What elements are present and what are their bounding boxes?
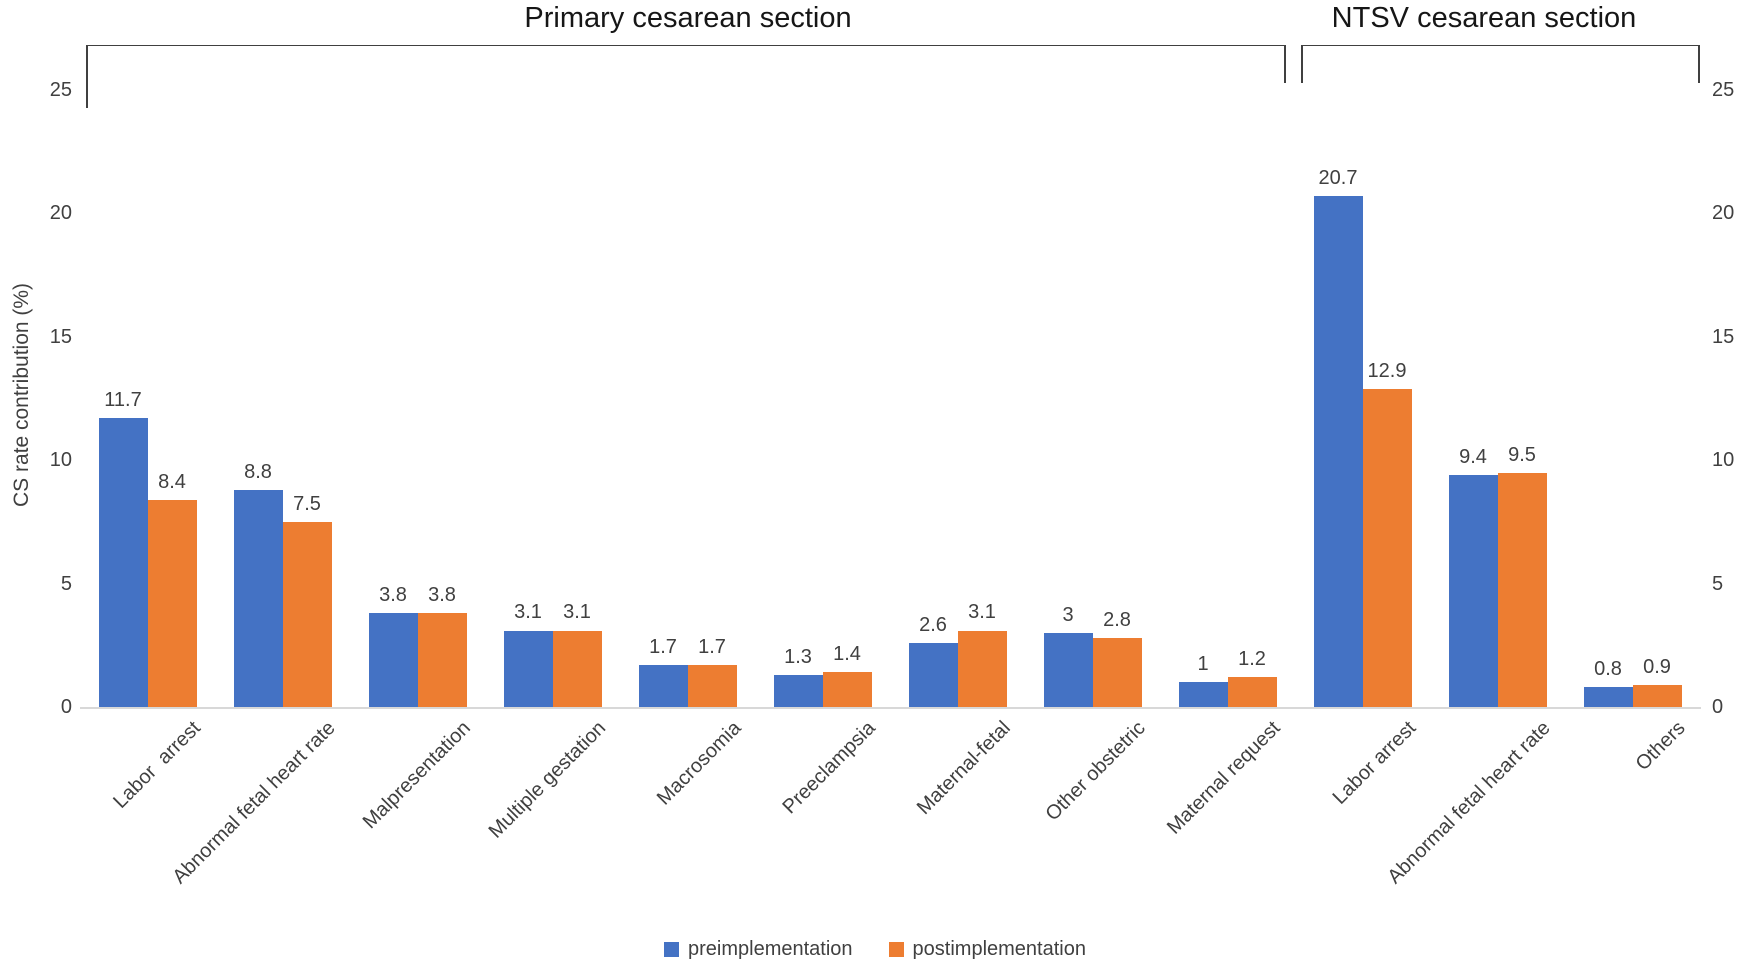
value-label-preimplementation-1: 11.7 xyxy=(104,389,142,412)
bar-preimplementation-11 xyxy=(1448,475,1498,707)
bar-postimplementation-2 xyxy=(282,521,332,707)
y-tick-left-10: 10 xyxy=(49,449,72,472)
legend-label: preimplementation xyxy=(688,938,853,960)
bar-postimplementation-7 xyxy=(957,630,1007,707)
category-label-5: Macrosomia xyxy=(652,717,746,810)
bar-preimplementation-8 xyxy=(1043,632,1093,707)
bracket-tick-right xyxy=(1284,46,1286,83)
value-label-postimplementation-1: 8.4 xyxy=(158,470,186,493)
value-label-preimplementation-2: 8.8 xyxy=(244,460,272,483)
bar-postimplementation-11 xyxy=(1497,472,1547,707)
category-label-1: Labor arrest xyxy=(109,717,206,813)
value-label-postimplementation-6: 1.4 xyxy=(833,643,861,666)
bracket-tick-left xyxy=(1301,46,1303,83)
y-tick-right-25: 25 xyxy=(1712,79,1735,101)
y-tick-left-25: 25 xyxy=(49,79,72,101)
value-label-preimplementation-8: 3 xyxy=(1062,603,1074,626)
bracket-tick-left xyxy=(86,46,88,108)
bar-postimplementation-5 xyxy=(687,665,737,707)
category-label-8: Other obstetric xyxy=(1041,717,1151,826)
value-label-preimplementation-11: 9.4 xyxy=(1459,446,1487,468)
bar-postimplementation-10 xyxy=(1362,388,1412,707)
value-label-postimplementation-10: 12.9 xyxy=(1367,359,1407,382)
legend-swatch-icon xyxy=(664,942,680,957)
section-title-ntsv: NTSV cesarean section xyxy=(1331,2,1637,34)
legend: preimplementation postimplementation xyxy=(0,938,1750,961)
bar-postimplementation-6 xyxy=(822,672,872,707)
bar-preimplementation-12 xyxy=(1583,687,1633,707)
bar-postimplementation-4 xyxy=(552,630,602,707)
category-label-10: Labor arrest xyxy=(1328,717,1421,809)
bar-preimplementation-5 xyxy=(638,665,688,707)
value-label-postimplementation-9: 1.2 xyxy=(1238,648,1266,671)
y-tick-right-0: 0 xyxy=(1712,696,1724,718)
section-bracket-ntsv xyxy=(1301,45,1700,83)
bar-preimplementation-1 xyxy=(98,418,148,707)
section-title-primary: Primary cesarean section xyxy=(524,2,852,34)
plot-area: 11.7 8.4 8.8 7.5 3.8 3.8 3.1 3.1 1.7 1.7 1.3 1.4 2.6… xyxy=(80,90,1700,707)
category-label-4: Multiple gestation xyxy=(484,717,611,843)
value-label-preimplementation-6: 1.3 xyxy=(784,645,812,668)
x-axis-labels: Labor arrest Abnormal fetal heart rate Mal… xyxy=(80,707,1700,907)
legend-swatch-icon xyxy=(888,942,904,957)
legend-item-postimplementation: postimplementation xyxy=(888,938,1086,961)
legend-item-preimplementation: preimplementation xyxy=(664,938,853,961)
value-label-preimplementation-7: 2.6 xyxy=(919,613,947,636)
value-label-postimplementation-5: 1.7 xyxy=(698,636,726,659)
value-label-preimplementation-12: 0.8 xyxy=(1594,658,1622,681)
y-tick-left-0: 0 xyxy=(60,696,72,718)
bar-preimplementation-7 xyxy=(908,642,958,707)
x-axis-line xyxy=(80,707,1701,709)
bracket-tick-right xyxy=(1698,46,1700,83)
value-label-postimplementation-3: 3.8 xyxy=(428,584,456,607)
value-label-postimplementation-12: 0.9 xyxy=(1643,655,1671,678)
bar-preimplementation-9 xyxy=(1178,682,1228,707)
value-label-postimplementation-8: 2.8 xyxy=(1103,608,1131,631)
bar-postimplementation-1 xyxy=(147,499,197,707)
y-tick-left-5: 5 xyxy=(60,572,72,595)
value-label-postimplementation-7: 3.1 xyxy=(968,601,996,624)
y-tick-right-10: 10 xyxy=(1712,449,1735,472)
category-label-12: Others xyxy=(1632,717,1691,776)
bar-preimplementation-3 xyxy=(368,613,418,707)
bar-postimplementation-3 xyxy=(417,613,467,707)
section-bracket-primary xyxy=(86,45,1286,108)
bar-postimplementation-12 xyxy=(1632,684,1682,707)
y-tick-right-20: 20 xyxy=(1712,202,1735,225)
y-axis-title: CS rate contribution (%) xyxy=(10,282,33,508)
bar-postimplementation-9 xyxy=(1227,677,1277,707)
value-label-preimplementation-9: 1 xyxy=(1197,653,1209,676)
value-label-postimplementation-4: 3.1 xyxy=(563,601,591,624)
value-label-postimplementation-11: 9.5 xyxy=(1508,443,1536,466)
value-label-preimplementation-10: 20.7 xyxy=(1318,167,1358,190)
bar-preimplementation-10 xyxy=(1313,196,1363,707)
category-label-3: Malpresentation xyxy=(358,717,476,834)
value-label-preimplementation-5: 1.7 xyxy=(649,636,677,659)
category-label-7: Maternal-fetal xyxy=(913,717,1016,820)
bar-preimplementation-4 xyxy=(503,630,553,707)
legend-label: postimplementation xyxy=(912,938,1086,960)
category-label-6: Preeclampsia xyxy=(778,717,881,819)
y-tick-right-15: 15 xyxy=(1712,325,1735,348)
y-tick-left-20: 20 xyxy=(49,202,72,225)
value-label-preimplementation-4: 3.1 xyxy=(514,601,542,624)
bar-preimplementation-6 xyxy=(773,674,823,707)
y-tick-left-15: 15 xyxy=(49,325,72,348)
y-tick-right-5: 5 xyxy=(1712,572,1724,595)
bar-postimplementation-8 xyxy=(1092,637,1142,707)
bar-preimplementation-2 xyxy=(233,489,283,707)
value-label-postimplementation-2: 7.5 xyxy=(293,492,321,515)
value-label-preimplementation-3: 3.8 xyxy=(379,584,407,607)
category-label-9: Maternal request xyxy=(1163,717,1286,839)
